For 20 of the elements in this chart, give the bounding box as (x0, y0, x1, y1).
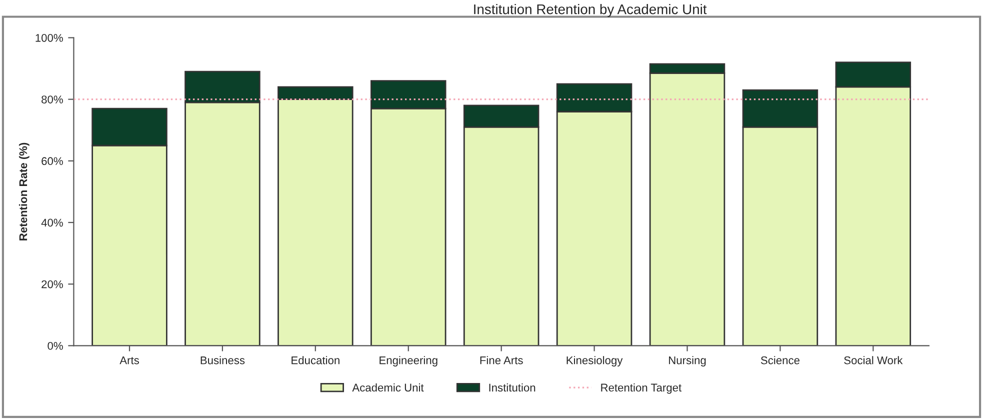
x-tick-label: Arts (120, 356, 139, 364)
x-tick-label: Fine Arts (480, 356, 523, 364)
legend-label: Academic Unit (352, 383, 424, 392)
chart-title: Institution Retention by Academic Unit (474, 4, 707, 17)
x-tick-label: Social Work (844, 356, 903, 364)
y-tick-label: 60% (42, 157, 63, 166)
legend-label: Institution (489, 383, 536, 392)
y-axis-title: Retention Rate (%) (18, 142, 30, 240)
x-tick-label: Science (760, 356, 800, 364)
y-tick-label: 40% (41, 218, 63, 227)
x-tick-label: Kinesiology (566, 356, 623, 366)
y-tick-label: 80% (42, 96, 63, 104)
y-tick-label: 0% (48, 342, 63, 350)
x-tick-label: Engineering (380, 356, 438, 366)
y-tick-label: 100% (36, 34, 63, 42)
x-tick-label: Business (200, 356, 245, 364)
x-tick-label: Education (292, 356, 340, 364)
y-tick-label: 20% (42, 280, 63, 288)
x-tick-label: Nursing (669, 356, 706, 366)
legend-label: Retention Target (601, 383, 682, 394)
